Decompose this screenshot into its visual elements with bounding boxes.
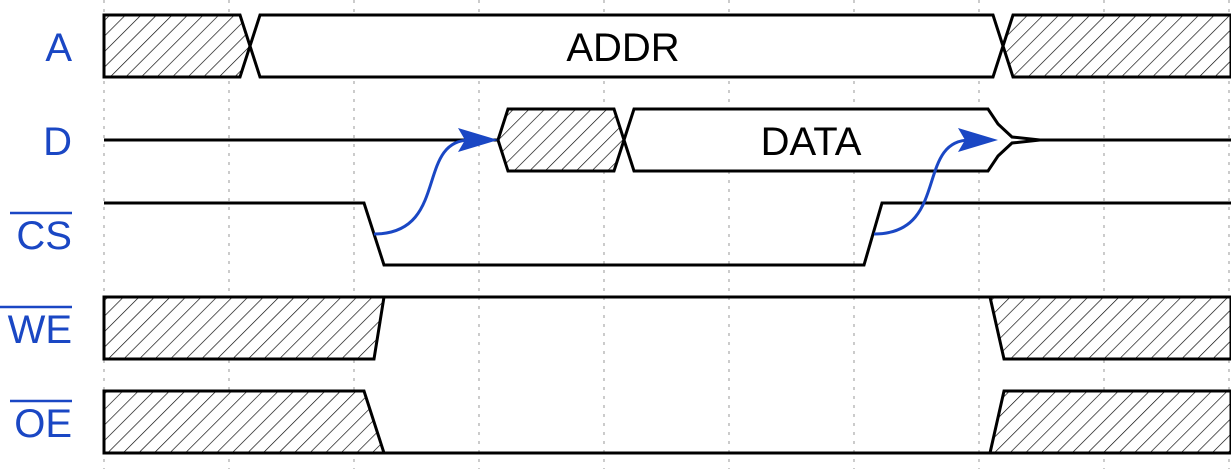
waveform-a: ADDR <box>102 13 1231 79</box>
signal-label-we: WE <box>8 308 72 352</box>
d-data-label: DATA <box>761 120 862 164</box>
waveform-d: DATA <box>104 107 1231 173</box>
we-undefined-end <box>988 295 1231 361</box>
arrow-cs-rise-to-d <box>873 138 978 236</box>
causality-arrows <box>373 128 998 236</box>
oe-undefined-start <box>102 389 387 455</box>
arrow-cs-rise-to-d-head <box>958 128 998 152</box>
a-undefined-start <box>102 13 252 79</box>
oe-undefined-end <box>988 389 1231 455</box>
waveform-cs <box>104 201 1231 267</box>
a-addr-label: ADDR <box>566 26 679 70</box>
signal-label-d: D <box>43 120 72 164</box>
signal-label-oe: OE <box>14 402 72 446</box>
we-undefined-start <box>102 295 386 361</box>
grid-lines <box>103 0 1230 469</box>
signal-label-a: A <box>45 26 72 70</box>
arrow-cs-fall-to-d-head <box>458 128 498 152</box>
arrow-cs-fall-to-d <box>373 138 478 236</box>
signal-labels: A D CS WE OE <box>0 26 72 446</box>
cs-line <box>104 201 1231 267</box>
waveform-we <box>102 295 1231 361</box>
a-undefined-end <box>1001 13 1231 79</box>
d-invalid-data <box>496 107 626 173</box>
signal-label-cs: CS <box>16 214 72 258</box>
waveform-oe <box>102 389 1231 455</box>
